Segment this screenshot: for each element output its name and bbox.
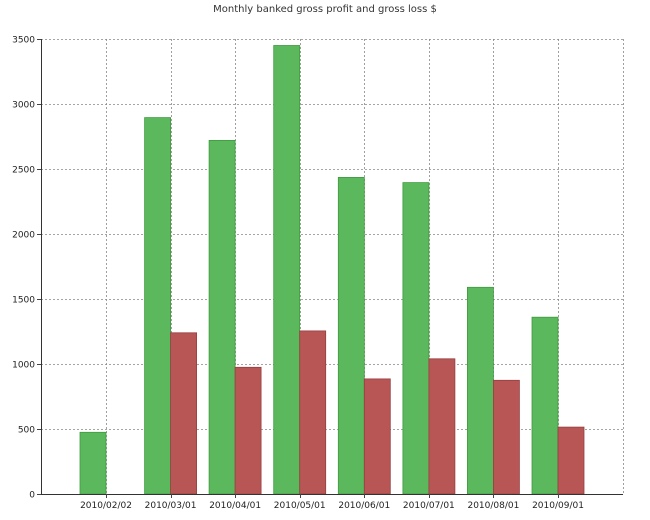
x-tick-label: 2010/06/01: [338, 501, 390, 511]
bar-series1-2010-05-01: [273, 45, 301, 495]
bar-series1-2010-07-01: [402, 182, 430, 495]
bar-series2-2010-06-01: [363, 378, 391, 495]
y-tick-label: 2000: [12, 231, 35, 241]
bar-series1-2010-06-01: [337, 176, 365, 495]
x-tick-label: 2010/03/01: [145, 501, 197, 511]
x-tick-label: 2010/07/01: [403, 501, 455, 511]
chart-title: Monthly banked gross profit and gross lo…: [213, 4, 437, 15]
bar-series1-2010-03-01: [144, 117, 172, 495]
bar-series1-2010-08-01: [466, 286, 494, 495]
bar-series2-2010-03-01: [170, 332, 198, 495]
x-tick-label: 2010/08/01: [467, 501, 519, 511]
x-tick-label: 2010/09/01: [532, 501, 584, 511]
bar-series2-2010-08-01: [492, 379, 520, 495]
bar-series2-2010-05-01: [299, 330, 327, 495]
x-tick-label: 2010/04/01: [209, 501, 261, 511]
bar-series2-2010-09-01: [557, 426, 585, 495]
x-tick-label: 2010/02/02: [80, 501, 132, 511]
bar-series2-2010-07-01: [428, 358, 456, 495]
y-tick-label: 1500: [12, 296, 35, 306]
y-tick-label: 3000: [12, 101, 35, 111]
y-tick-label: 3500: [12, 36, 35, 46]
y-tick-label: 0: [29, 491, 35, 501]
bar-series2-2010-04-01: [234, 366, 262, 495]
bar-series1-2010-04-01: [208, 139, 236, 495]
y-tick-label: 500: [18, 426, 35, 436]
bar-series1-2010-09-01: [531, 316, 559, 495]
x-tick-label: 2010/05/01: [274, 501, 326, 511]
bar-series1-2010-02-02: [79, 431, 107, 495]
y-tick-label: 1000: [12, 361, 35, 371]
y-tick-label: 2500: [12, 166, 35, 176]
